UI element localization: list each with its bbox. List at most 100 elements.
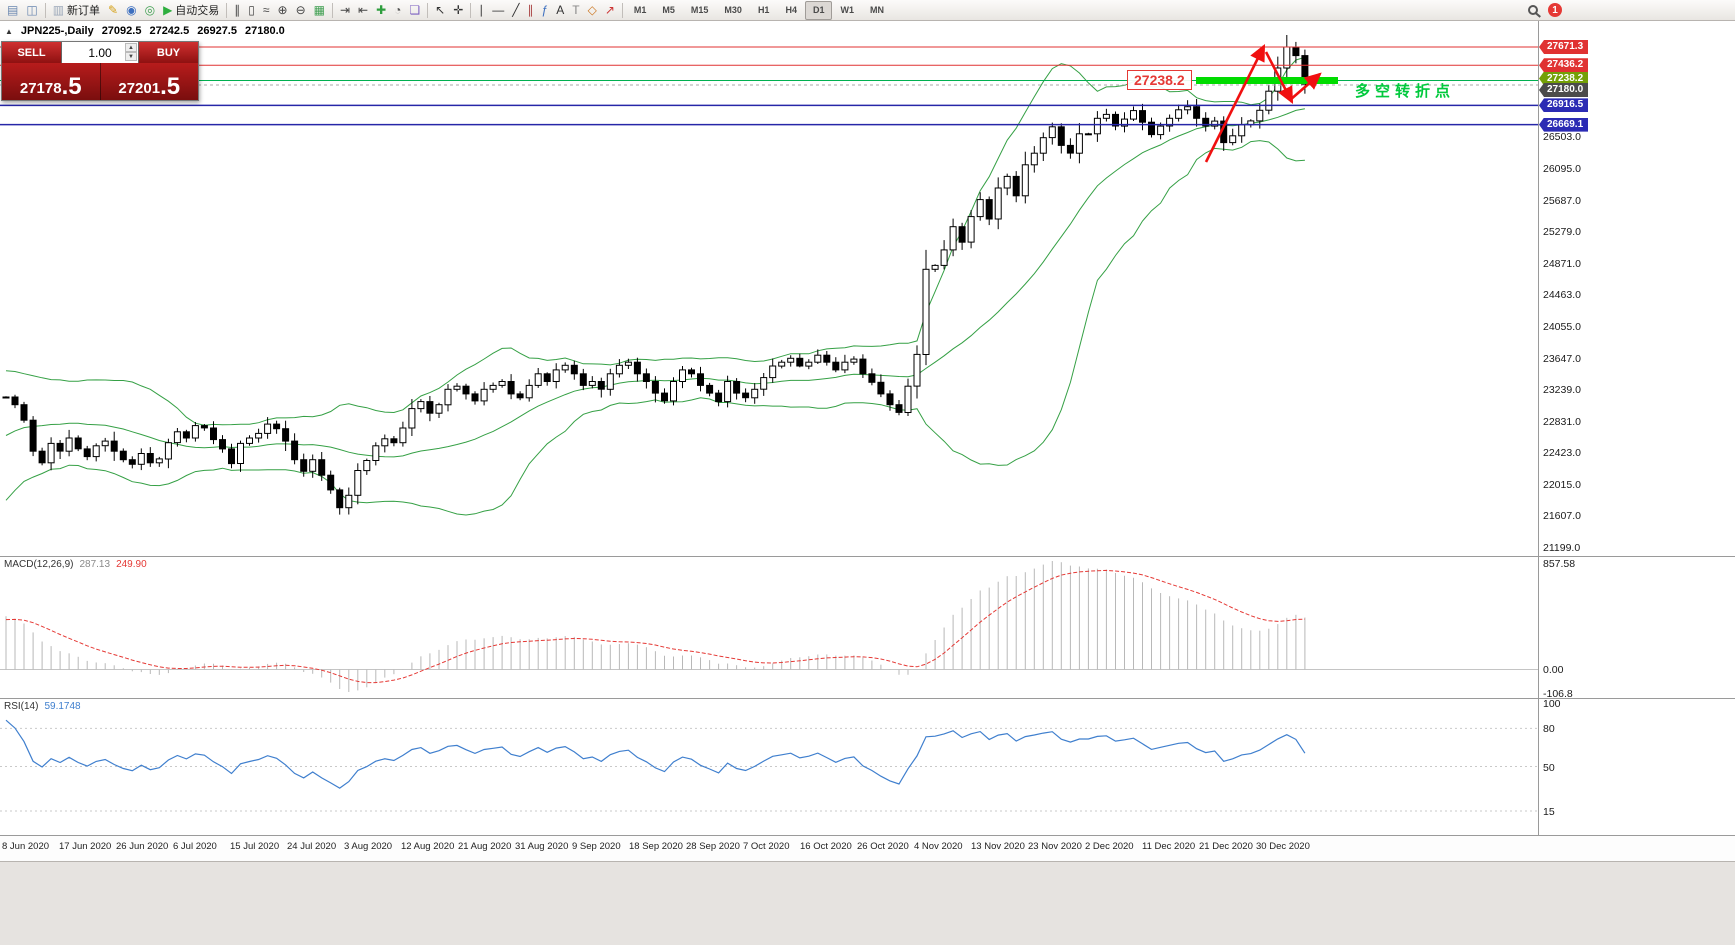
templates-button-icon: ❏ [409,3,421,17]
trend-arrow[interactable] [1264,51,1294,105]
trend-arrow[interactable] [1204,43,1266,163]
text-label-button[interactable]: T [568,1,583,20]
auto-scroll-button[interactable]: ⇥ [336,1,354,20]
macd-canvas[interactable] [0,557,1538,699]
timeframe-m1[interactable]: M1 [626,1,655,20]
trend-arrow[interactable] [1289,72,1322,101]
new-chart-button-icon: ▤ [7,3,19,17]
chart-open: 27092.5 [101,25,142,37]
timeframe-w1-label: W1 [840,5,854,15]
zoom-in-button[interactable]: ⊕ [274,1,292,20]
volume-input[interactable]: 1.00 ▲ ▼ [61,42,139,63]
fibonacci-button[interactable]: ƒ [538,1,553,20]
text-button[interactable]: A [552,1,568,20]
oneclick-collapse-icon[interactable]: ▲ [5,26,13,36]
tile-windows-button-icon: ▦ [313,3,325,17]
vertical-line-button-icon: ∣ [478,3,485,17]
date-tick: 18 Sep 2020 [629,841,683,852]
terminal-button[interactable]: ◉ [122,1,140,20]
timeframe-h1-label: H1 [757,5,770,15]
volume-stepper: ▲ ▼ [125,43,137,61]
panel-separator[interactable] [0,556,1735,557]
timeframe-h4[interactable]: H4 [777,1,805,20]
date-tick: 24 Jul 2020 [287,841,337,852]
date-tick: 6 Jul 2020 [173,841,217,852]
rsi-line [5,719,1306,789]
new-chart-button[interactable]: ▤ [3,1,22,20]
macd-axis-max: 857.58 [1543,558,1576,570]
buy-price[interactable]: 27201.5 [99,63,199,100]
timeframe-mn[interactable]: MN [862,1,892,20]
volume-down-icon[interactable]: ▼ [125,52,137,61]
timeframe-m5[interactable]: M5 [654,1,683,20]
metaeditor-button[interactable]: ✎ [104,1,122,20]
templates-button[interactable]: ❏ [405,1,424,20]
timeframe-d1-label: D1 [812,5,825,15]
arrows-button[interactable]: ↗ [601,1,619,20]
autotrading-button[interactable]: ▶ 自动交易 [159,1,223,20]
timeframe-h4-label: H4 [785,5,797,15]
cursor-button[interactable]: ↖ [431,1,449,20]
macd-label: MACD(12,26,9) 287.13 249.90 [4,559,147,570]
price-tick: 21199.0 [1543,542,1581,555]
timeframe-h1[interactable]: H1 [750,1,778,20]
toolbar-separator [470,2,472,18]
horizontal-line-button-icon: ― [492,3,505,17]
price-axis [1538,21,1735,861]
date-tick: 13 Nov 2020 [971,841,1025,852]
toolbar: ▤ ◫ ▥ 新订单 ✎ ◉ ◎ ▶ 自动交易 ∥ ▯ ≈ ⊕ ⊖ ▦ ⇥ ⇤ ✚ ◔ ❏ ↖ ✛ ∣ ― ╱ ∥ ƒ A T ◇ ↗ M1 M5… [0,0,1735,21]
shapes-button[interactable]: ◇ [584,1,601,20]
zoom-out-button[interactable]: ⊖ [292,1,310,20]
periods-button[interactable]: ◔ [390,1,405,20]
rsi-axis-tick: 80 [1543,723,1555,736]
strategy-tester-button-icon: ◎ [144,3,156,17]
profiles-button[interactable]: ◫ [22,1,41,20]
candlestick-chart-button[interactable]: ▯ [244,1,259,20]
shapes-button-icon: ◇ [587,3,597,17]
timeframe-m15[interactable]: M15 [683,1,717,20]
panel-separator[interactable] [0,835,1735,836]
autotrading-button-label: 自动交易 [175,5,220,17]
timeframe-m30[interactable]: M30 [716,1,750,20]
bar-chart-button[interactable]: ∥ [230,1,244,20]
sell-button[interactable]: SELL [2,42,61,63]
sell-price[interactable]: 27178.5 [2,63,100,100]
buy-button[interactable]: BUY [139,42,198,63]
toolbar-separator [226,2,228,18]
channel-button[interactable]: ∥ [524,1,538,20]
indicators-button[interactable]: ✚ [372,1,390,20]
text-label-button-icon: T [572,3,580,17]
date-tick: 11 Dec 2020 [1142,841,1196,852]
price-tick: 25687.0 [1543,194,1581,207]
price-tick: 22831.0 [1543,415,1581,428]
notification-badge[interactable]: 1 [1548,3,1562,17]
macd-signal-value: 249.90 [116,559,147,570]
date-tick: 15 Jul 2020 [230,841,280,852]
timeframe-w1[interactable]: W1 [832,1,862,20]
vertical-line-button[interactable]: ∣ [474,1,488,20]
trendline-button[interactable]: ╱ [508,1,523,20]
main-chart-canvas[interactable] [0,21,1538,556]
tile-windows-button[interactable]: ▦ [310,1,329,20]
toolbar-separator [621,2,623,18]
date-tick: 28 Sep 2020 [686,841,740,852]
price-tick: 23647.0 [1543,352,1581,365]
volume-up-icon[interactable]: ▲ [125,43,137,52]
date-tick: 23 Nov 2020 [1028,841,1082,852]
line-chart-button[interactable]: ≈ [259,1,274,20]
crosshair-button[interactable]: ✛ [449,1,467,20]
chart-shift-button-icon: ⇤ [358,3,369,17]
horizontal-line-button[interactable]: ― [488,1,508,20]
chart-shift-button[interactable]: ⇤ [354,1,372,20]
strategy-tester-button[interactable]: ◎ [141,1,159,20]
panel-separator[interactable] [0,698,1735,699]
price-tick: 24871.0 [1543,257,1581,270]
zoom-out-button-icon: ⊖ [295,3,306,17]
date-tick: 3 Aug 2020 [344,841,393,852]
timeframe-d1[interactable]: D1 [804,0,833,20]
search-icon[interactable] [1528,5,1538,15]
new-order-button[interactable]: ▥ 新订单 [49,1,104,20]
date-tick: 12 Aug 2020 [401,841,455,852]
rsi-canvas[interactable] [0,699,1538,836]
